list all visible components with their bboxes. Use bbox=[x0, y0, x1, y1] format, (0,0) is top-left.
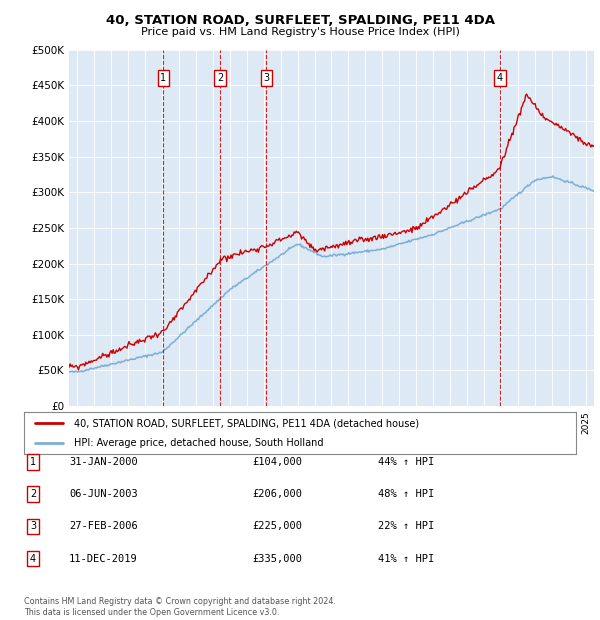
Text: £225,000: £225,000 bbox=[252, 521, 302, 531]
Text: 2: 2 bbox=[30, 489, 36, 499]
Text: 41% ↑ HPI: 41% ↑ HPI bbox=[378, 554, 434, 564]
Text: 11-DEC-2019: 11-DEC-2019 bbox=[69, 554, 138, 564]
Text: £206,000: £206,000 bbox=[252, 489, 302, 499]
Text: 40, STATION ROAD, SURFLEET, SPALDING, PE11 4DA (detached house): 40, STATION ROAD, SURFLEET, SPALDING, PE… bbox=[74, 418, 419, 428]
Text: 48% ↑ HPI: 48% ↑ HPI bbox=[378, 489, 434, 499]
Text: Price paid vs. HM Land Registry's House Price Index (HPI): Price paid vs. HM Land Registry's House … bbox=[140, 27, 460, 37]
Text: 2: 2 bbox=[217, 73, 223, 83]
Text: 06-JUN-2003: 06-JUN-2003 bbox=[69, 489, 138, 499]
Text: 4: 4 bbox=[30, 554, 36, 564]
Text: £104,000: £104,000 bbox=[252, 457, 302, 467]
Text: 40, STATION ROAD, SURFLEET, SPALDING, PE11 4DA: 40, STATION ROAD, SURFLEET, SPALDING, PE… bbox=[106, 14, 494, 27]
Text: 22% ↑ HPI: 22% ↑ HPI bbox=[378, 521, 434, 531]
Text: Contains HM Land Registry data © Crown copyright and database right 2024.
This d: Contains HM Land Registry data © Crown c… bbox=[24, 598, 336, 617]
Text: HPI: Average price, detached house, South Holland: HPI: Average price, detached house, Sout… bbox=[74, 438, 323, 448]
Text: 44% ↑ HPI: 44% ↑ HPI bbox=[378, 457, 434, 467]
Text: 27-FEB-2006: 27-FEB-2006 bbox=[69, 521, 138, 531]
Text: 3: 3 bbox=[30, 521, 36, 531]
Text: 1: 1 bbox=[160, 73, 167, 83]
Text: 4: 4 bbox=[497, 73, 503, 83]
Text: 3: 3 bbox=[263, 73, 269, 83]
Text: £335,000: £335,000 bbox=[252, 554, 302, 564]
Text: 31-JAN-2000: 31-JAN-2000 bbox=[69, 457, 138, 467]
Text: 1: 1 bbox=[30, 457, 36, 467]
